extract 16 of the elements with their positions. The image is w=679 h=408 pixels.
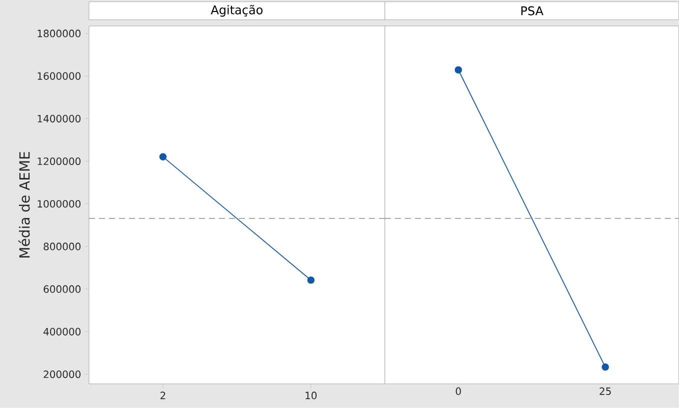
y-tick-label: 1400000 [38, 114, 81, 122]
chart-title: Agitação [210, 4, 263, 17]
y-axis-title: Média de AEME [18, 152, 30, 258]
x-tick-label: 2 [160, 392, 166, 400]
y-tick-label: 1600000 [38, 72, 81, 80]
y-tick-label: 1000000 [38, 200, 81, 208]
chart-title: PSA [521, 6, 544, 16]
x-tick-label: 10 [306, 392, 317, 400]
y-tick-label: 1800000 [38, 30, 81, 38]
y-tick-label: 1200000 [38, 158, 81, 166]
x-tick-label: 0 [456, 387, 461, 396]
y-tick-label: 400000 [44, 328, 81, 336]
x-tick-label: 25 [600, 387, 611, 396]
y-tick-label: 600000 [44, 285, 81, 293]
y-tick-label: 200000 [44, 370, 81, 378]
y-tick-label: 800000 [44, 242, 81, 250]
